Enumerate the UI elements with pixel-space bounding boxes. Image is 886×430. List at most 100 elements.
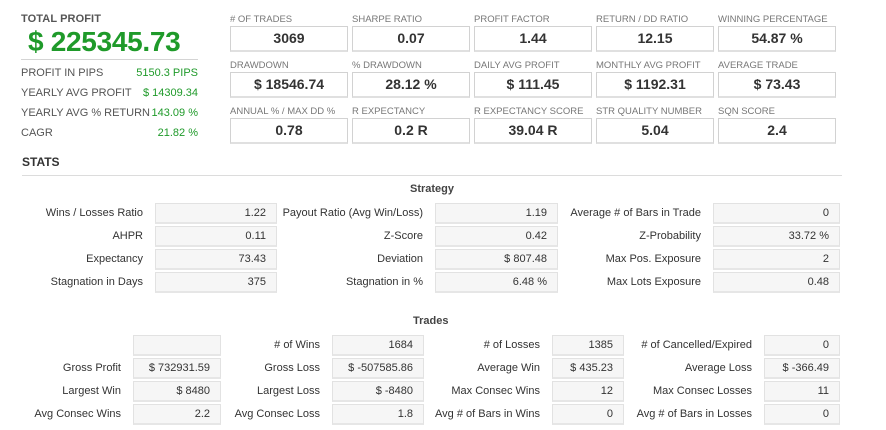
- stat-label: AHPR: [112, 230, 143, 242]
- stat-label: Wins / Losses Ratio: [45, 207, 143, 219]
- stat-label: # of Wins: [274, 339, 320, 351]
- strategy-row: Wins / Losses Ratio 1.22 Payout Ratio (A…: [0, 203, 886, 225]
- summary-row-yearly-avg-profit: YEARLY AVG PROFIT $ 14309.34: [21, 86, 198, 106]
- summary-label: CAGR: [21, 127, 53, 139]
- metric-label: ANNUAL % / MAX DD %: [230, 106, 336, 117]
- summary-row-yearly-avg-return: YEARLY AVG % RETURN 143.09 %: [21, 106, 198, 126]
- metric-value: $ 1192.31: [596, 72, 714, 98]
- metric-label: # OF TRADES: [230, 14, 293, 25]
- stat-label: Avg # of Bars in Losses: [636, 408, 752, 420]
- metric-value: 12.15: [596, 26, 714, 52]
- metric-value: 0.78: [230, 118, 348, 144]
- strategy-row: Expectancy 73.43 Deviation $ 807.48 Max …: [0, 249, 886, 271]
- metric-value: 1.44: [474, 26, 592, 52]
- stat-value: 33.72 %: [713, 226, 840, 247]
- stat-value: $ 435.23: [552, 358, 624, 379]
- summary-value: 21.82 %: [157, 127, 198, 139]
- stat-value: 0: [764, 404, 840, 425]
- metric-value: 5.04: [596, 118, 714, 144]
- metric-drawdown: DRAWDOWN $ 18546.74: [230, 60, 348, 98]
- stat-value: $ 807.48: [435, 249, 558, 270]
- metric-value: $ 73.43: [718, 72, 836, 98]
- summary-divider: [21, 59, 198, 60]
- stat-value: 0.48: [713, 272, 840, 293]
- metric-value: 0.2 R: [352, 118, 470, 144]
- metric-value: $ 111.45: [474, 72, 592, 98]
- metric-r-expectancy-score: R EXPECTANCY SCORE 39.04 R: [474, 106, 592, 144]
- stat-value: [133, 335, 221, 356]
- trades-row: # of Wins 1684 # of Losses 1385 # of Can…: [0, 335, 886, 357]
- stat-value: 1684: [332, 335, 424, 356]
- stat-value: 11: [764, 381, 840, 402]
- metric-value: 0.07: [352, 26, 470, 52]
- stat-value: 0: [764, 335, 840, 356]
- trades-row: Largest Win $ 8480 Largest Loss $ -8480 …: [0, 381, 886, 403]
- summary-label: YEARLY AVG % RETURN: [21, 107, 150, 119]
- metric-value: $ 18546.74: [230, 72, 348, 98]
- metric-label: MONTHLY AVG PROFIT: [596, 60, 701, 71]
- summary-value: 143.09 %: [151, 107, 198, 119]
- stat-label: Stagnation in Days: [50, 276, 143, 288]
- metric-label: SHARPE RATIO: [352, 14, 423, 25]
- stat-value: $ 732931.59: [133, 358, 221, 379]
- metric-label: SQN SCORE: [718, 106, 776, 117]
- stat-label: Average Win: [477, 362, 540, 374]
- stat-label: Max Lots Exposure: [606, 276, 701, 288]
- metric-sharpe-ratio: SHARPE RATIO 0.07: [352, 14, 470, 52]
- stat-value: $ 8480: [133, 381, 221, 402]
- stat-label: Gross Loss: [264, 362, 320, 374]
- stat-value: 0: [713, 203, 840, 224]
- stat-value: 73.43: [155, 249, 277, 270]
- trades-row: Avg Consec Wins 2.2 Avg Consec Loss 1.8 …: [0, 404, 886, 426]
- strategy-heading: Strategy: [410, 183, 455, 195]
- metric-percent-drawdown: % DRAWDOWN 28.12 %: [352, 60, 470, 98]
- stat-label: Z-Probability: [639, 230, 701, 242]
- metric-value: 2.4: [718, 118, 836, 144]
- summary-label: PROFIT IN PIPS: [21, 67, 104, 79]
- metric-value: 54.87 %: [718, 26, 836, 52]
- stat-value: $ -8480: [332, 381, 424, 402]
- profit-summary: TOTAL PROFIT $ 225345.73 PROFIT IN PIPS …: [21, 13, 198, 146]
- summary-value: $ 14309.34: [142, 87, 198, 99]
- metric-label: STR QUALITY NUMBER: [596, 106, 702, 117]
- stat-label: Deviation: [377, 253, 423, 265]
- stat-value: 1.22: [155, 203, 277, 224]
- metric-monthly-avg-profit: MONTHLY AVG PROFIT $ 1192.31: [596, 60, 714, 98]
- metric-num-trades: # OF TRADES 3069: [230, 14, 348, 52]
- stat-label: Payout Ratio (Avg Win/Loss): [282, 207, 423, 219]
- summary-value: 5150.3 PIPS: [136, 67, 198, 79]
- stat-label: Max Consec Wins: [451, 385, 540, 397]
- stat-value: 0: [552, 404, 624, 425]
- metric-label: WINNING PERCENTAGE: [718, 14, 828, 25]
- metric-label: DAILY AVG PROFIT: [474, 60, 560, 71]
- metric-label: R EXPECTANCY: [352, 106, 426, 117]
- stats-divider: [22, 175, 842, 176]
- metric-value: 28.12 %: [352, 72, 470, 98]
- summary-row-cagr: CAGR 21.82 %: [21, 126, 198, 146]
- stat-label: Max Consec Losses: [652, 385, 752, 397]
- total-profit-label: TOTAL PROFIT: [21, 13, 102, 25]
- stat-label: Average # of Bars in Trade: [570, 207, 701, 219]
- stat-label: Expectancy: [86, 253, 143, 265]
- strategy-row: Stagnation in Days 375 Stagnation in % 6…: [0, 272, 886, 294]
- stat-label: Avg # of Bars in Wins: [435, 408, 540, 420]
- stat-label: Avg Consec Loss: [234, 408, 320, 420]
- stat-value: 375: [155, 272, 277, 293]
- stat-label: Avg Consec Wins: [34, 408, 121, 420]
- metric-return-dd-ratio: RETURN / DD RATIO 12.15: [596, 14, 714, 52]
- stat-label: Stagnation in %: [345, 276, 423, 288]
- metric-value: 3069: [230, 26, 348, 52]
- stat-label: Largest Win: [62, 385, 121, 397]
- metric-label: R EXPECTANCY SCORE: [474, 106, 584, 117]
- metric-label: DRAWDOWN: [230, 60, 289, 71]
- strategy-row: AHPR 0.11 Z-Score 0.42 Z-Probability 33.…: [0, 226, 886, 248]
- stat-value: 1.8: [332, 404, 424, 425]
- stat-value: $ -507585.86: [332, 358, 424, 379]
- stat-value: 2.2: [133, 404, 221, 425]
- stat-label: Average Loss: [684, 362, 752, 374]
- metric-label: % DRAWDOWN: [352, 60, 422, 71]
- stat-value: $ -366.49: [764, 358, 840, 379]
- summary-row-profit-pips: PROFIT IN PIPS 5150.3 PIPS: [21, 66, 198, 86]
- metric-average-trade: AVERAGE TRADE $ 73.43: [718, 60, 836, 98]
- metric-r-expectancy: R EXPECTANCY 0.2 R: [352, 106, 470, 144]
